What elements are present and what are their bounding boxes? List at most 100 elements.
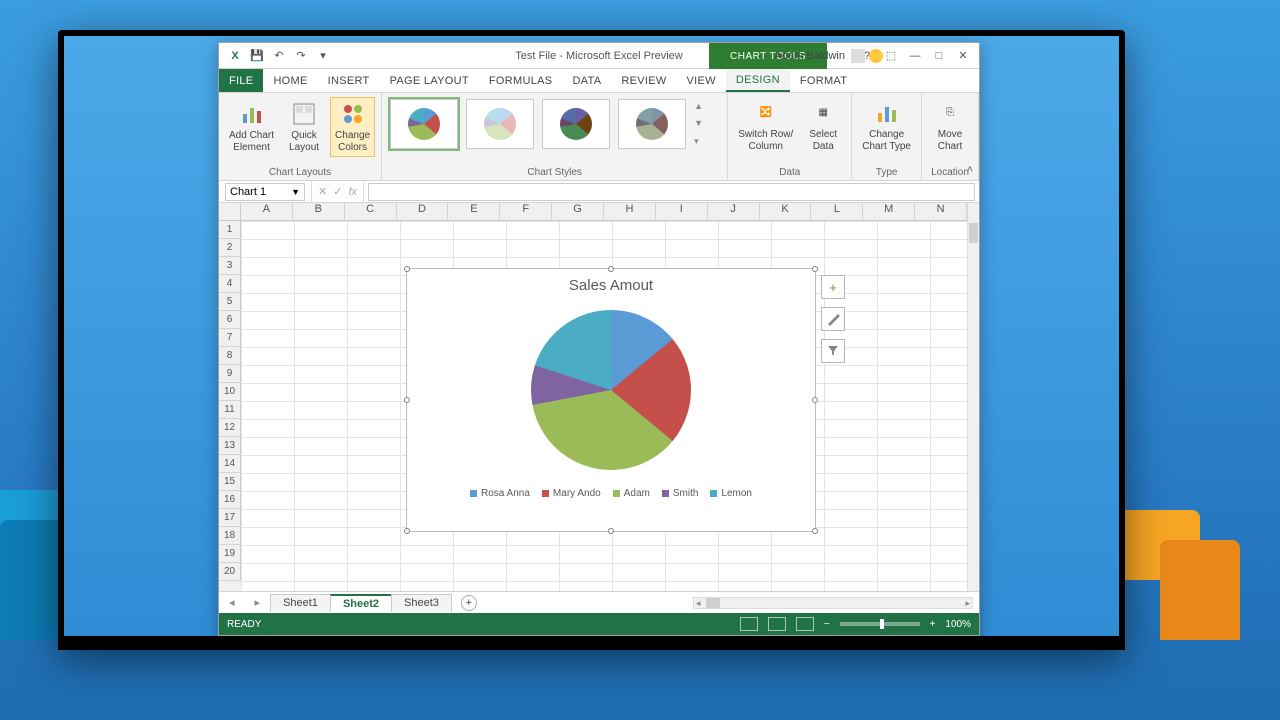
column-header[interactable]: E <box>448 203 500 220</box>
smiley-icon[interactable] <box>869 49 883 63</box>
chart-style-2[interactable] <box>466 99 534 149</box>
redo-icon[interactable]: ↷ <box>293 48 309 64</box>
legend-item[interactable]: Rosa Anna <box>470 488 530 499</box>
quick-layout-button[interactable]: Quick Layout <box>282 97 326 157</box>
column-headers[interactable]: ABCDEFGHIJKLMN <box>241 203 967 221</box>
styles-more-icon[interactable]: ▾ <box>694 136 703 147</box>
row-header[interactable]: 19 <box>219 545 241 563</box>
row-header[interactable]: 8 <box>219 347 241 365</box>
view-normal-icon[interactable] <box>740 617 758 631</box>
tab-home[interactable]: HOME <box>263 69 317 92</box>
cancel-formula-icon[interactable]: ✕ <box>318 185 327 198</box>
pie-chart[interactable] <box>531 310 691 470</box>
change-chart-type-button[interactable]: Change Chart Type <box>858 97 915 155</box>
ribbon-display-icon[interactable]: ⬚ <box>883 48 899 64</box>
row-header[interactable]: 14 <box>219 455 241 473</box>
view-page-layout-icon[interactable] <box>768 617 786 631</box>
chart-filters-button[interactable] <box>821 339 845 363</box>
chart-style-1[interactable] <box>390 99 458 149</box>
row-header[interactable]: 11 <box>219 401 241 419</box>
row-header[interactable]: 10 <box>219 383 241 401</box>
zoom-out-icon[interactable]: − <box>824 619 830 630</box>
switch-row-column-button[interactable]: 🔀 Switch Row/ Column <box>734 97 797 155</box>
scroll-right-icon[interactable]: ▸ <box>965 598 970 609</box>
new-sheet-button[interactable]: + <box>461 595 477 611</box>
sheet-tab-sheet2[interactable]: Sheet2 <box>330 594 392 612</box>
chart-styles-button[interactable] <box>821 307 845 331</box>
select-data-button[interactable]: ▦ Select Data <box>801 97 845 155</box>
close-icon[interactable]: ✕ <box>955 48 971 64</box>
tab-design[interactable]: DESIGN <box>726 69 790 92</box>
legend-item[interactable]: Mary Ando <box>542 488 601 499</box>
tab-page-layout[interactable]: PAGE LAYOUT <box>380 69 479 92</box>
column-header[interactable]: I <box>656 203 708 220</box>
minimize-icon[interactable]: — <box>907 48 923 64</box>
tab-data[interactable]: DATA <box>562 69 611 92</box>
vertical-scrollbar[interactable] <box>967 203 979 591</box>
cells-area[interactable]: Sales Amout Rosa AnnaMary AndoAdamSmithL… <box>241 221 967 591</box>
user-name[interactable]: Adam Baldwin <box>775 50 845 62</box>
chart-style-3[interactable] <box>542 99 610 149</box>
name-box[interactable]: Chart 1 ▼ <box>225 183 305 201</box>
collapse-ribbon-icon[interactable]: ˄ <box>967 164 973 176</box>
zoom-slider[interactable] <box>840 622 920 626</box>
row-header[interactable]: 13 <box>219 437 241 455</box>
column-header[interactable]: G <box>552 203 604 220</box>
tab-formulas[interactable]: FORMULAS <box>479 69 563 92</box>
chart-title[interactable]: Sales Amout <box>407 277 815 294</box>
view-page-break-icon[interactable] <box>796 617 814 631</box>
row-header[interactable]: 12 <box>219 419 241 437</box>
sheet-nav-next-icon[interactable]: ▸ <box>245 596 271 609</box>
row-header[interactable]: 15 <box>219 473 241 491</box>
row-header[interactable]: 3 <box>219 257 241 275</box>
tab-insert[interactable]: INSERT <box>318 69 380 92</box>
row-header[interactable]: 6 <box>219 311 241 329</box>
zoom-in-icon[interactable]: + <box>930 619 936 630</box>
move-chart-button[interactable]: ⎘ Move Chart <box>928 97 972 155</box>
row-header[interactable]: 7 <box>219 329 241 347</box>
maximize-icon[interactable]: □ <box>931 48 947 64</box>
scrollbar-thumb[interactable] <box>969 223 978 243</box>
column-header[interactable]: F <box>500 203 552 220</box>
tab-format[interactable]: FORMAT <box>790 69 857 92</box>
row-header[interactable]: 1 <box>219 221 241 239</box>
sheet-tab-sheet1[interactable]: Sheet1 <box>270 594 331 612</box>
add-chart-element-button[interactable]: Add Chart Element <box>225 97 278 157</box>
scrollbar-thumb[interactable] <box>706 598 720 608</box>
avatar[interactable] <box>851 49 865 63</box>
column-header[interactable]: D <box>397 203 449 220</box>
column-header[interactable]: J <box>708 203 760 220</box>
column-header[interactable]: A <box>241 203 293 220</box>
chart-legend[interactable]: Rosa AnnaMary AndoAdamSmithLemon <box>407 488 815 499</box>
tab-file[interactable]: FILE <box>219 69 263 92</box>
tab-review[interactable]: REVIEW <box>611 69 676 92</box>
column-header[interactable]: N <box>915 203 967 220</box>
row-header[interactable]: 9 <box>219 365 241 383</box>
zoom-level[interactable]: 100% <box>945 619 971 630</box>
formula-input[interactable] <box>368 183 975 201</box>
tab-view[interactable]: VIEW <box>677 69 726 92</box>
legend-item[interactable]: Smith <box>662 488 699 499</box>
row-header[interactable]: 17 <box>219 509 241 527</box>
row-header[interactable]: 18 <box>219 527 241 545</box>
styles-scroll-up-icon[interactable]: ▲ <box>694 101 703 111</box>
customize-qat-icon[interactable]: ▾ <box>315 48 331 64</box>
row-header[interactable]: 5 <box>219 293 241 311</box>
row-header[interactable]: 4 <box>219 275 241 293</box>
styles-scroll-down-icon[interactable]: ▼ <box>694 118 703 128</box>
row-header[interactable]: 2 <box>219 239 241 257</box>
column-header[interactable]: H <box>604 203 656 220</box>
change-colors-button[interactable]: Change Colors <box>330 97 375 157</box>
zoom-thumb[interactable] <box>880 619 884 629</box>
save-icon[interactable]: 💾 <box>249 48 265 64</box>
enter-formula-icon[interactable]: ✓ <box>333 185 342 198</box>
chart-elements-button[interactable]: + <box>821 275 845 299</box>
column-header[interactable]: L <box>811 203 863 220</box>
undo-icon[interactable]: ↶ <box>271 48 287 64</box>
sheet-tab-sheet3[interactable]: Sheet3 <box>391 594 452 612</box>
horizontal-scrollbar[interactable]: ◂ ▸ <box>693 597 973 609</box>
legend-item[interactable]: Adam <box>613 488 650 499</box>
column-header[interactable]: M <box>863 203 915 220</box>
column-header[interactable]: K <box>760 203 812 220</box>
scroll-left-icon[interactable]: ◂ <box>696 598 701 609</box>
